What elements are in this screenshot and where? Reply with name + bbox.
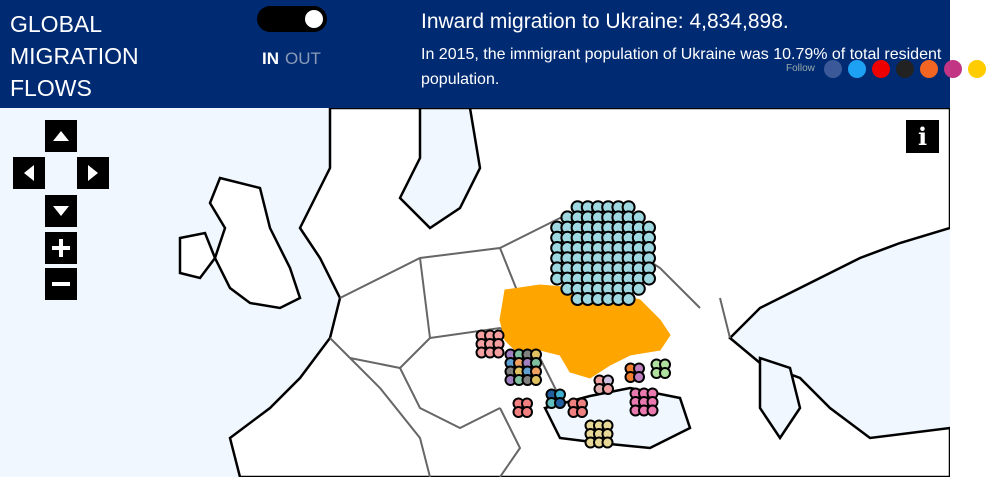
toggle-knob bbox=[305, 10, 323, 28]
toggle-in-label[interactable]: IN bbox=[262, 49, 279, 68]
app-title: GLOBAL MIGRATION FLOWS bbox=[10, 11, 139, 101]
rss-icon[interactable] bbox=[920, 60, 938, 78]
map[interactable] bbox=[0, 108, 950, 477]
migrant-dots bbox=[475, 200, 671, 449]
zoom-in-button[interactable] bbox=[45, 232, 77, 264]
header: GLOBAL MIGRATION FLOWS IN OUT Inward mig… bbox=[0, 0, 950, 108]
migrant-dot bbox=[646, 404, 659, 417]
flickr-icon[interactable] bbox=[896, 60, 914, 78]
migrant-dot bbox=[521, 406, 533, 418]
pan-left-button[interactable] bbox=[13, 157, 45, 189]
migrant-dot bbox=[602, 383, 614, 395]
pan-up-button[interactable] bbox=[45, 120, 77, 152]
headline: Inward migration to Ukraine: 4,834,898. bbox=[421, 10, 789, 33]
migrant-dot bbox=[659, 367, 671, 379]
in-out-toggle[interactable] bbox=[257, 6, 327, 32]
instagram-icon[interactable] bbox=[944, 60, 962, 78]
migrant-dot bbox=[576, 406, 588, 418]
migrant-dot bbox=[621, 292, 636, 306]
snapchat-icon[interactable] bbox=[968, 60, 986, 78]
migrant-dot bbox=[530, 374, 542, 386]
follow-label: Follow bbox=[786, 63, 815, 74]
description: In 2015, the immigrant population of Ukr… bbox=[421, 46, 942, 88]
zoom-out-button[interactable] bbox=[45, 268, 77, 300]
migrant-dot bbox=[631, 281, 646, 296]
twitter-icon[interactable] bbox=[848, 60, 866, 78]
facebook-icon[interactable] bbox=[824, 60, 842, 78]
migrant-dot bbox=[633, 371, 645, 383]
youtube-icon[interactable] bbox=[872, 60, 890, 78]
pan-down-button[interactable] bbox=[45, 195, 77, 227]
pan-right-button[interactable] bbox=[77, 157, 109, 189]
migrant-dot bbox=[492, 346, 505, 359]
migrant-dot bbox=[642, 271, 656, 286]
migrant-dot bbox=[554, 397, 566, 409]
toggle-out-label[interactable]: OUT bbox=[285, 49, 321, 68]
info-button[interactable]: i bbox=[906, 120, 939, 153]
migrant-dot bbox=[601, 436, 614, 449]
